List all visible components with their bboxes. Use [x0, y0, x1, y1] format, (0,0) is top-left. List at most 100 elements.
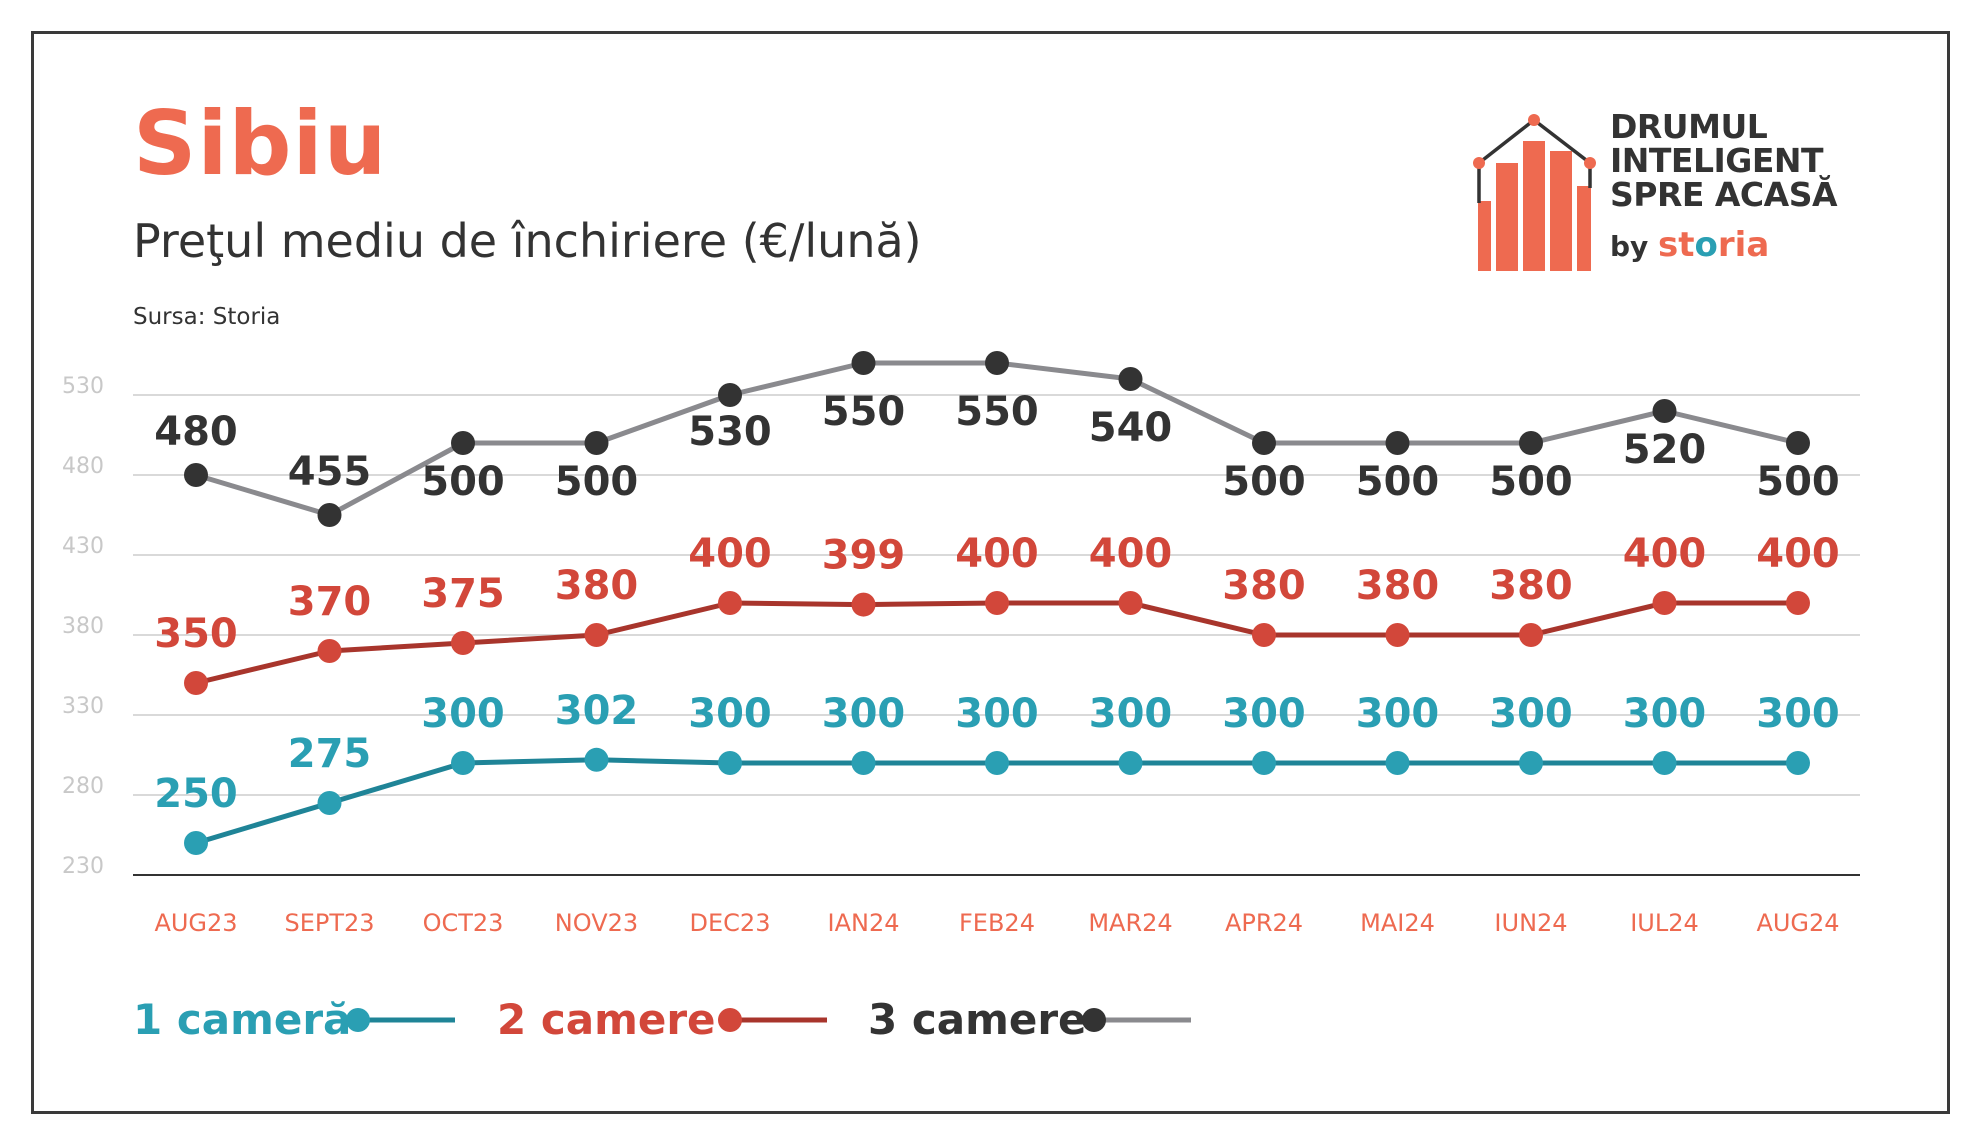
- series-2-camere-point: [1252, 623, 1276, 647]
- series-1-camera-data-label: 300: [1222, 691, 1306, 737]
- series-2-camere-data-label: 380: [1356, 563, 1440, 609]
- logo-by-text: by: [1610, 230, 1649, 263]
- source-note: Sursa: Storia: [133, 304, 281, 330]
- series-1-camera-point: [1118, 751, 1143, 775]
- series-1-camera-data-label: 300: [822, 691, 906, 737]
- series-1-camera-point: [1252, 751, 1276, 775]
- logo-line: INTELIGENT: [1610, 141, 1824, 180]
- legend-swatch-1-camera: [346, 1008, 455, 1032]
- series-3-camere-data-label: 500: [1356, 459, 1440, 505]
- y-tick-label: 380: [62, 614, 104, 639]
- x-tick-label: MAR24: [1088, 909, 1172, 937]
- series-1-camera-data-label: 300: [1356, 691, 1440, 737]
- series-2-camere-data-label: 399: [822, 533, 906, 579]
- y-tick-label: 430: [62, 534, 104, 559]
- series-1-camera-data-label: 300: [421, 691, 505, 737]
- series-3-camere-point: [851, 351, 876, 375]
- series-3-camere-data-label: 540: [1089, 405, 1173, 451]
- series-3-camere-point: [1652, 399, 1677, 423]
- logo-brand-part: ria: [1717, 225, 1770, 265]
- x-tick-label: IAN24: [828, 909, 900, 937]
- logo-byline: by storia: [1610, 228, 1769, 262]
- series-3-camere-data-label: 500: [1222, 459, 1306, 505]
- series-3-camere-point: [718, 383, 742, 407]
- series-2-camere-data-label: 400: [955, 531, 1039, 577]
- series-1-camera-data-label: 302: [555, 688, 639, 734]
- series-2-camere-point: [1519, 623, 1543, 647]
- logo-line: SPRE ACASĂ: [1610, 175, 1838, 214]
- series-2-camere-point: [985, 591, 1009, 615]
- series-1-camera-data-label: 300: [1089, 691, 1173, 737]
- series-1-camera-point: [1519, 751, 1543, 775]
- series-3-camere-point: [1385, 431, 1410, 455]
- series-3-camere-data-label: 500: [1756, 459, 1840, 505]
- series-3-camere-data-label: 455: [288, 449, 372, 495]
- series-1-camera-data-label: 275: [288, 731, 372, 777]
- series-2-camere-data-label: 400: [1089, 531, 1173, 577]
- series-2-camere-point: [184, 671, 208, 695]
- logo-line: DRUMUL: [1610, 107, 1768, 146]
- legend-swatch-2-camere: [718, 1008, 827, 1032]
- y-tick-label: 330: [62, 694, 104, 719]
- series-2-camere-point: [718, 591, 742, 615]
- series-3-camere-data-label: 480: [154, 409, 238, 455]
- legend: 1 cameră 2 camere 3 camere: [0, 990, 1979, 1050]
- series-3-camere-data-label: 550: [955, 389, 1039, 435]
- legend-label-2-camere: 2 camere: [497, 995, 716, 1044]
- series-3-camere-point: [451, 431, 475, 455]
- series-2-camere-data-label: 400: [688, 531, 772, 577]
- x-tick-label: IUL24: [1630, 909, 1699, 937]
- y-tick-label: 230: [62, 854, 104, 879]
- series-1-camera-point: [584, 747, 609, 772]
- chart-frame: [31, 31, 1950, 1114]
- series-2-camere-data-label: 400: [1756, 531, 1840, 577]
- x-tick-label: MAI24: [1360, 909, 1435, 937]
- series-1-camera-point: [985, 751, 1009, 775]
- y-tick-label: 280: [62, 774, 104, 799]
- logo-house-bars-icon: [1473, 114, 1596, 271]
- series-2-camere-data-label: 375: [421, 571, 505, 617]
- logo-brand-part: st: [1658, 225, 1695, 265]
- series-1-camera-point: [317, 791, 342, 815]
- series-1-camera-data-label: 300: [688, 691, 772, 737]
- series-3-camere-data-label: 500: [1489, 459, 1573, 505]
- series-1-camera-point: [451, 751, 475, 775]
- series-3-camere-point: [317, 503, 342, 527]
- series-3-camere-point: [1252, 431, 1276, 455]
- x-tick-label: FEB24: [959, 909, 1035, 937]
- series-2-camere-data-label: 350: [154, 611, 238, 657]
- x-tick-label: AUG23: [154, 909, 237, 937]
- series-3-camere-data-label: 530: [688, 409, 772, 455]
- series-3-camere-point: [1118, 367, 1143, 391]
- series-1-camera-point: [1652, 751, 1677, 775]
- x-tick-label: NOV23: [555, 909, 638, 937]
- series-2-camere-point: [317, 639, 342, 663]
- series-3-camere-data-label: 520: [1623, 427, 1707, 473]
- series-3-camere-point: [584, 431, 609, 455]
- series-3-camere-point: [1786, 431, 1810, 455]
- chart-title: Sibiu: [133, 92, 388, 195]
- x-tick-label: APR24: [1225, 909, 1303, 937]
- series-2-camere-point: [584, 623, 609, 647]
- x-tick-label: OCT23: [423, 909, 504, 937]
- x-tick-label: AUG24: [1756, 909, 1839, 937]
- series-2-camere-data-label: 380: [1489, 563, 1573, 609]
- series-1-camera-data-label: 300: [955, 691, 1039, 737]
- logo-brand-o: o: [1694, 225, 1718, 265]
- series-2-camere-point: [451, 631, 475, 655]
- series-1-camera-data-label: 300: [1489, 691, 1573, 737]
- series-1-camera-data-label: 300: [1756, 691, 1840, 737]
- series-1-camera-point: [718, 751, 742, 775]
- series-3-camere-point: [184, 463, 208, 487]
- series-3-camere-data-label: 550: [822, 389, 906, 435]
- x-tick-label: IUN24: [1494, 909, 1567, 937]
- series-1-camera-point: [184, 831, 208, 855]
- series-3-camere-data-label: 500: [555, 459, 639, 505]
- series-1-camera-point: [1786, 751, 1810, 775]
- legend-label-3-camere: 3 camere: [868, 995, 1087, 1044]
- logo-wordmark: DRUMUL INTELIGENT SPRE ACASĂ: [1610, 107, 1838, 214]
- y-tick-label: 530: [62, 374, 104, 399]
- chart-subtitle: Preţul mediu de închiriere (€/lună): [133, 214, 922, 268]
- series-2-camere-point: [1652, 591, 1677, 615]
